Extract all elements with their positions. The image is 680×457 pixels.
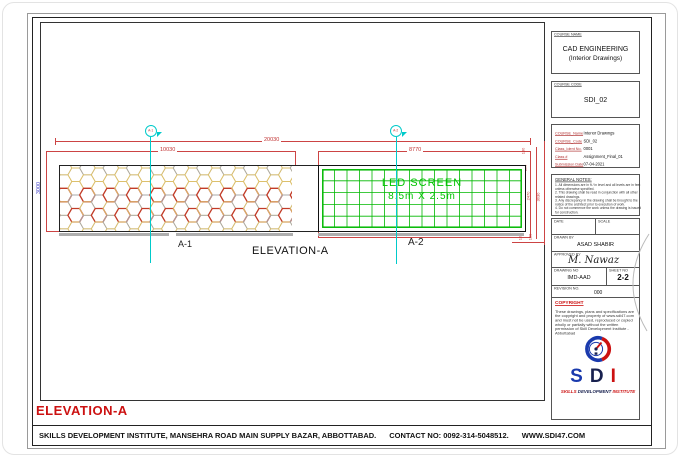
titleblock-notes-box: GENERAL NOTES: 1. All dimensions are in … bbox=[551, 174, 643, 216]
dim-tick bbox=[530, 138, 531, 145]
label-a2: A-2 bbox=[408, 237, 424, 248]
footer-contact: CONTACT NO: 0092-314-5048512. bbox=[389, 431, 509, 440]
base-strip bbox=[59, 233, 169, 236]
footer-institute: SKILLS DEVELOPMENT INSTITUTE, MANSEHRA R… bbox=[39, 431, 377, 440]
footer-website: WWW.SDI47.COM bbox=[521, 431, 586, 440]
approved-by-signature: M. Nawaz bbox=[568, 255, 620, 266]
general-note: 1. All dimensions are in ft / in level a… bbox=[555, 183, 641, 191]
label-a1: A-1 bbox=[178, 239, 193, 249]
revision-no-label: REVISION NO. bbox=[554, 287, 580, 291]
dim-text-height: 3000 bbox=[36, 181, 43, 195]
footer-bar: SKILLS DEVELOPMENT INSTITUTE, MANSEHRA R… bbox=[32, 425, 652, 446]
meta-row: COURSE_Code SDI_02 bbox=[555, 137, 643, 145]
general-notes-label: GENERAL NOTES: bbox=[555, 178, 592, 183]
dim-text-overall: 20030 bbox=[262, 137, 282, 143]
meta-value: Interior Drawings bbox=[583, 131, 615, 136]
dim-text-a2-width: 8770 bbox=[407, 147, 424, 153]
sdi-logo-icon bbox=[585, 336, 612, 362]
meta-value: SDI_02 bbox=[583, 139, 598, 144]
hex-cladding-pattern bbox=[60, 166, 292, 231]
general-note: 3. Any discrepancy in the drawing shall … bbox=[555, 199, 638, 207]
titleblock-course-box: COURSE NAME CAD ENGINEERING (Interior Dr… bbox=[551, 31, 640, 74]
logo-letter-s: S bbox=[570, 366, 590, 387]
general-notes: GENERAL NOTES: 1. All dimensions are in … bbox=[555, 178, 643, 215]
meta-label: Class # bbox=[555, 155, 568, 160]
course-code-value: SDI_02 bbox=[583, 97, 608, 104]
base-strip bbox=[318, 233, 524, 236]
logo-letter-i: I bbox=[610, 366, 623, 387]
signature-flourish bbox=[632, 233, 650, 332]
drawing-title: ELEVATION-A bbox=[36, 403, 128, 418]
course-code-label: COURSE CODE bbox=[554, 83, 582, 87]
copyright-label: COPYRIGHT bbox=[555, 301, 584, 306]
course-name-line1: CAD ENGINEERING bbox=[562, 46, 629, 53]
elevation-label: ELEVATION-A bbox=[252, 245, 329, 257]
dim-text-3030: 3030 bbox=[536, 192, 541, 202]
dim-ext-line bbox=[544, 141, 545, 245]
general-note: 4. Do not commence the work unless the d… bbox=[555, 206, 642, 215]
led-screen-grid bbox=[322, 169, 522, 228]
revision-no-value: 000 bbox=[594, 290, 603, 296]
meta-label: COURSE_Name bbox=[555, 131, 584, 136]
date-label: DATE bbox=[554, 220, 564, 224]
tagline-institute: INSTITUTE bbox=[612, 390, 636, 395]
section-line-a1 bbox=[150, 137, 151, 263]
titleblock-meta-box: COURSE_NameInterior Drawings COURSE_Code… bbox=[551, 124, 640, 168]
meta-label: Class_Ident No. bbox=[555, 147, 582, 152]
dim-text-a1-width: 10030 bbox=[158, 147, 178, 153]
dim-text-130: 130 bbox=[522, 147, 526, 155]
titleblock-copyright-box: COPYRIGHT These drawings, plans and spec… bbox=[551, 297, 640, 420]
sdi-logo-letters: SDI bbox=[552, 367, 641, 386]
sheet-no-value: 2-2 bbox=[617, 273, 629, 282]
titleblock-drawingno-cell: DRAWING NO IMD-AAD bbox=[551, 267, 607, 286]
scale-label: SCALE bbox=[598, 220, 611, 224]
dim-text-150b: 150 bbox=[529, 233, 533, 241]
dim-tick bbox=[55, 138, 56, 145]
meta-row: COURSE_NameInterior Drawings bbox=[555, 129, 643, 137]
titleblock-date-cell: DATE bbox=[551, 218, 596, 235]
section-marker-a1-text: A-1 bbox=[148, 129, 154, 133]
outer-frame bbox=[27, 13, 666, 449]
section-marker-a2: A-2 bbox=[390, 125, 402, 137]
meta-value: Assignment_Final_01 bbox=[583, 155, 623, 160]
section-marker-a1: A-1 bbox=[145, 125, 157, 137]
titleblock-scale-cell: SCALE bbox=[595, 218, 640, 235]
sdi-logo-tagline: SKILLS DEVELOPMENT INSTITUTE bbox=[560, 390, 635, 395]
dim-line-overall bbox=[55, 141, 531, 142]
sheet-no-label: SHEET NO bbox=[609, 269, 628, 273]
dim-text-2470: 2470 bbox=[526, 191, 531, 201]
drawing-no-value: IMD-AAD bbox=[567, 275, 591, 281]
section-marker-flag-icon bbox=[402, 132, 407, 137]
meta-row: Submission Date07-04-2021 bbox=[555, 161, 643, 169]
dim-ext-line bbox=[512, 242, 545, 243]
approved-by-label: APPROVED BY bbox=[554, 253, 581, 257]
tagline-skills: SKILLS bbox=[560, 390, 577, 395]
drawing-no-label: DRAWING NO bbox=[554, 269, 579, 273]
dim-ext-line bbox=[536, 147, 537, 239]
course-name-line2: (Interior Drawings) bbox=[568, 54, 623, 62]
meta-row: Class_Ident No. 0001 bbox=[555, 145, 643, 153]
section-marker-flag-icon bbox=[157, 132, 162, 137]
course-name-label: COURSE NAME bbox=[554, 33, 582, 37]
meta-row: Class # Assignment_Final_01 bbox=[555, 153, 643, 161]
titleblock-code-box: COURSE CODE SDI_02 bbox=[551, 81, 640, 118]
meta-rows: COURSE_NameInterior Drawings COURSE_Code… bbox=[555, 129, 643, 168]
meta-value: 0001 bbox=[583, 147, 593, 152]
logo-letter-d: D bbox=[589, 366, 611, 387]
drawn-by-value: ASAD SHABIR bbox=[577, 242, 614, 248]
meta-value: 07-04-2021 bbox=[583, 163, 605, 168]
section-line-a2 bbox=[396, 137, 397, 264]
copyright-text: These drawings, plans and specifications… bbox=[555, 310, 635, 336]
tagline-development: DEVELOPMENT bbox=[577, 390, 612, 395]
section-marker-a2-text: A-2 bbox=[393, 129, 399, 133]
base-strip bbox=[176, 233, 293, 236]
general-note: 2. This drawing shall be read in conjunc… bbox=[555, 191, 638, 199]
drawn-by-label: DRAWN BY bbox=[554, 236, 574, 240]
meta-label: COURSE_Code bbox=[555, 139, 583, 144]
meta-label: Submission Date bbox=[555, 163, 584, 168]
